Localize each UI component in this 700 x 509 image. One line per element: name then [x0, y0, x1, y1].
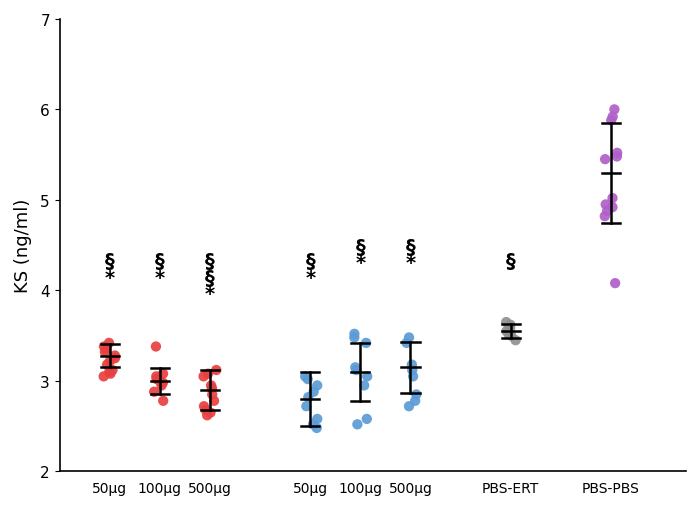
Text: *: * [105, 268, 115, 287]
Point [202, 411, 213, 419]
Point [198, 373, 209, 381]
Point [154, 377, 165, 385]
Point [302, 393, 314, 402]
Point [607, 194, 618, 203]
Point [99, 348, 111, 356]
Text: §: § [305, 252, 315, 271]
Point [100, 346, 111, 354]
Point [308, 388, 319, 396]
Point [158, 370, 169, 378]
Point [600, 201, 611, 209]
Point [611, 153, 622, 161]
Point [352, 420, 363, 429]
Point [312, 415, 323, 423]
Point [211, 366, 222, 375]
Point [206, 390, 218, 399]
Point [503, 330, 514, 338]
Point [612, 150, 623, 158]
Point [407, 366, 418, 375]
Point [104, 357, 116, 365]
Point [200, 406, 211, 414]
Point [307, 420, 318, 429]
Point [206, 382, 217, 390]
Point [358, 382, 370, 390]
Point [403, 334, 414, 342]
Text: §: § [405, 238, 415, 257]
Point [206, 384, 218, 392]
Text: *: * [205, 285, 215, 303]
Point [105, 370, 116, 378]
Point [209, 397, 220, 405]
Point [205, 409, 216, 417]
Point [109, 354, 120, 362]
Point [607, 114, 618, 122]
Point [510, 336, 522, 345]
Point [98, 373, 109, 381]
Point [609, 106, 620, 114]
Point [349, 330, 360, 338]
Text: §: § [205, 252, 215, 271]
Text: *: * [305, 268, 315, 287]
Point [410, 397, 421, 405]
Point [606, 117, 617, 125]
Point [505, 325, 516, 333]
Point [403, 402, 414, 410]
Text: §: § [155, 252, 164, 271]
Text: *: * [356, 254, 365, 273]
Point [158, 379, 169, 387]
Point [99, 343, 110, 351]
Point [158, 397, 169, 405]
Point [151, 375, 162, 383]
Point [599, 213, 610, 221]
Point [401, 339, 412, 347]
Point [301, 402, 312, 410]
Point [150, 373, 162, 381]
Point [411, 390, 422, 399]
Point [505, 321, 516, 329]
Point [350, 363, 361, 372]
Point [109, 352, 120, 360]
Point [300, 373, 311, 381]
Point [302, 375, 314, 383]
Point [102, 361, 113, 369]
Point [500, 318, 512, 326]
Point [349, 334, 360, 342]
Point [156, 382, 167, 390]
Point [104, 368, 115, 376]
Point [407, 373, 419, 381]
Point [601, 207, 612, 215]
Point [150, 343, 162, 351]
Point [610, 279, 621, 288]
Point [607, 204, 618, 212]
Text: §: § [506, 252, 516, 271]
Point [148, 388, 160, 396]
Point [351, 366, 362, 375]
Point [198, 402, 209, 410]
Text: §: § [356, 238, 365, 257]
Y-axis label: KS (ng/ml): KS (ng/ml) [14, 199, 32, 293]
Point [362, 373, 373, 381]
Point [599, 156, 610, 164]
Point [501, 327, 512, 335]
Text: *: * [405, 254, 416, 273]
Point [104, 339, 115, 347]
Text: §: § [205, 268, 215, 287]
Point [360, 339, 372, 347]
Point [312, 382, 323, 390]
Point [505, 332, 517, 340]
Point [311, 424, 322, 432]
Point [202, 370, 214, 378]
Point [361, 415, 372, 423]
Point [107, 366, 118, 375]
Text: *: * [155, 268, 165, 287]
Point [406, 361, 417, 369]
Text: §: § [105, 252, 115, 271]
